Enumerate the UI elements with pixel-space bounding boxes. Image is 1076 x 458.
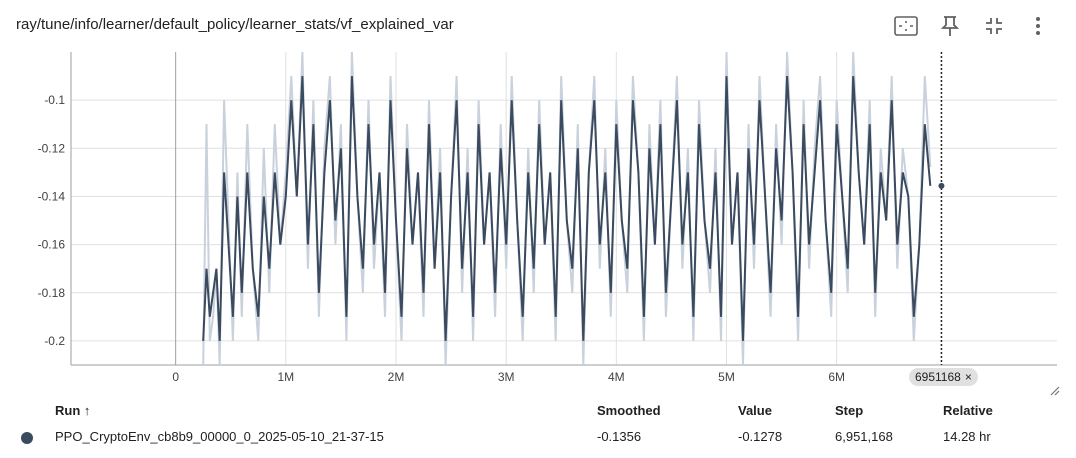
- table-header-row: Run ↑ Smoothed Value Step Relative: [0, 398, 1076, 424]
- raw-value: -0.1278: [738, 429, 783, 444]
- fit-domain-button[interactable]: [884, 12, 928, 40]
- more-vert-icon: [1036, 17, 1040, 35]
- header-value[interactable]: Value: [738, 403, 772, 418]
- header-run[interactable]: Run ↑: [55, 403, 91, 418]
- chart-title: ray/tune/info/learner/default_policy/lea…: [16, 16, 454, 33]
- smoothed-value: -0.1356: [597, 429, 642, 444]
- collapse-button[interactable]: [972, 12, 1016, 40]
- relative-value: 14.28 hr: [943, 429, 991, 444]
- cursor-point: [938, 182, 945, 189]
- x-tick-label: 4M: [608, 370, 625, 384]
- y-tick-label: -0.1: [44, 93, 65, 107]
- step-value: 6,951,168: [835, 429, 893, 444]
- y-tick-label: -0.14: [38, 189, 66, 203]
- x-tick-label: 0: [172, 370, 179, 384]
- x-tick-label: 5M: [718, 370, 735, 384]
- chart-toolbar: [884, 12, 1060, 40]
- y-tick-label: -0.12: [38, 141, 66, 155]
- table-row[interactable]: PPO_CryptoEnv_cb8b9_00000_0_2025-05-10_2…: [0, 424, 1076, 450]
- x-tick-label: 3M: [498, 370, 515, 384]
- header-relative[interactable]: Relative: [943, 403, 993, 418]
- fit-domain-icon: [894, 16, 918, 36]
- run-color-dot: [21, 432, 33, 444]
- smoothed-series-line[interactable]: [202, 76, 932, 341]
- collapse-icon: [986, 18, 1002, 34]
- pin-button[interactable]: [928, 12, 972, 40]
- step-cursor-label: 6951168: [915, 370, 961, 384]
- x-tick-label: 1M: [277, 370, 294, 384]
- header-smoothed[interactable]: Smoothed: [597, 403, 661, 418]
- runs-table: Run ↑ Smoothed Value Step Relative PPO_C…: [0, 398, 1076, 450]
- x-tick-label: 6M: [828, 370, 845, 384]
- close-icon[interactable]: ×: [964, 370, 972, 384]
- y-tick-label: -0.16: [38, 238, 66, 252]
- step-cursor-badge[interactable]: 6951168 ×: [909, 368, 978, 386]
- run-name: PPO_CryptoEnv_cb8b9_00000_0_2025-05-10_2…: [55, 429, 384, 444]
- pin-icon: [941, 16, 959, 36]
- y-tick-label: -0.18: [38, 286, 66, 300]
- header-step[interactable]: Step: [835, 403, 864, 418]
- y-tick-label: -0.2: [44, 334, 65, 348]
- more-options-button[interactable]: [1016, 12, 1060, 40]
- x-tick-label: 2M: [388, 370, 405, 384]
- line-chart[interactable]: -0.2 -0.18 -0.16 -0.14 -0.12 -0.1 0 1M 2M 3M 4M 5M 6…: [0, 52, 1076, 388]
- resize-handle-icon[interactable]: [1050, 386, 1060, 396]
